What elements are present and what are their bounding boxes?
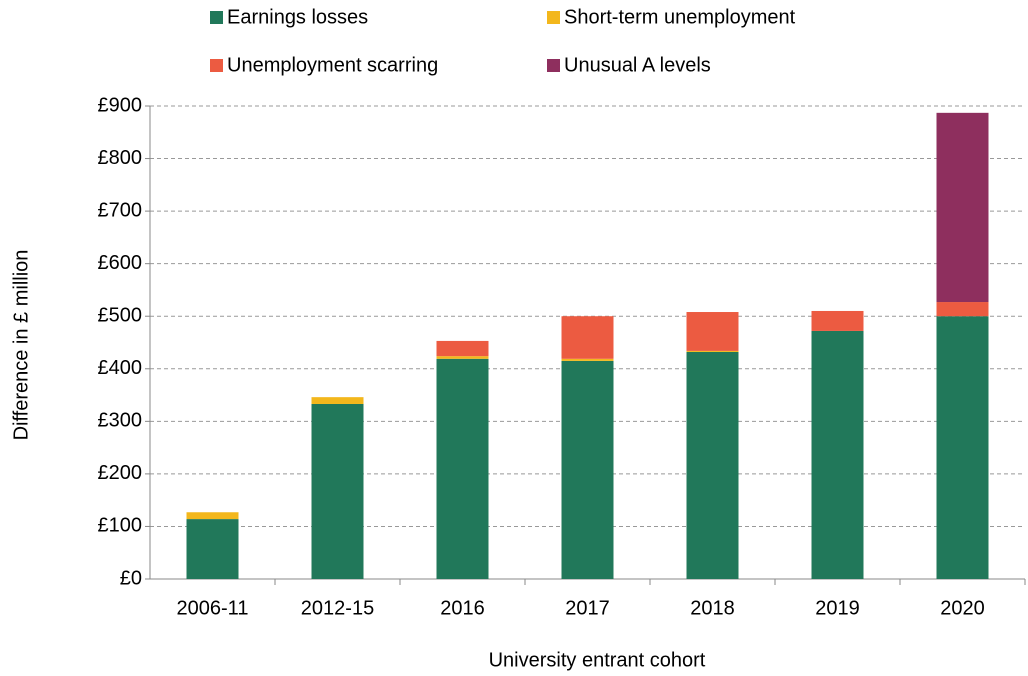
y-tick-label: £0 [120,567,142,589]
x-tick-label: 2006-11 [177,597,249,619]
bar-segment [311,397,364,404]
bar-segment [186,512,239,520]
bar-segment [686,350,739,352]
bar-segment [561,316,614,359]
legend-swatch [210,11,223,24]
y-axis-title: Difference in £ million [10,250,32,441]
y-tick-label: £700 [98,199,143,221]
bar-segment [811,310,864,331]
legend-label: Unusual A levels [564,54,711,76]
legend-swatch [547,59,560,72]
bar-segment [436,358,489,579]
legend-label: Earnings losses [227,6,368,28]
y-tick-label: £200 [98,462,143,484]
y-tick-label: £900 [98,94,143,116]
x-tick-label: 2017 [565,597,610,619]
x-tick-label: 2016 [440,597,485,619]
bar-segment [936,316,989,579]
bar-segment [686,351,739,579]
x-tick-label: 2019 [815,597,860,619]
y-tick-label: £300 [98,410,143,432]
y-tick-label: £800 [98,147,143,169]
x-axis-title: University entrant cohort [489,649,706,671]
bar-segment [561,358,614,361]
bar-segment [936,302,989,317]
bar-segment [186,519,239,579]
bar-segment [561,360,614,579]
x-tick-label: 2018 [690,597,735,619]
bar-segment [436,340,489,357]
legend-swatch [547,11,560,24]
x-tick-label: 2020 [940,597,985,619]
y-tick-label: £100 [98,515,143,537]
x-tick-label: 2012-15 [301,597,374,619]
legend-label: Short-term unemployment [564,6,796,28]
legend-label: Unemployment scarring [227,54,438,76]
y-tick-label: £400 [98,357,143,379]
bar-segment [936,112,989,303]
legend-swatch [210,59,223,72]
bar-segment [311,403,364,579]
y-tick-label: £500 [98,305,143,327]
y-tick-label: £600 [98,252,143,274]
bar-segment [686,312,739,351]
bar-segment [811,330,864,579]
bar-segment [436,356,489,359]
